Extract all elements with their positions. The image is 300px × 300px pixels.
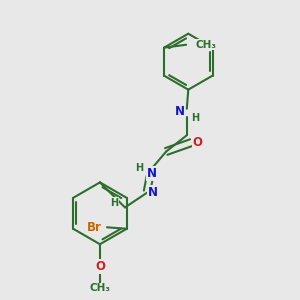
Text: N: N: [174, 105, 184, 118]
Text: H: H: [135, 163, 143, 173]
Text: H: H: [191, 113, 199, 124]
Text: N: N: [146, 167, 157, 180]
Text: Br: Br: [87, 221, 102, 234]
Text: O: O: [95, 260, 105, 273]
Text: CH₃: CH₃: [89, 284, 110, 293]
Text: O: O: [193, 136, 203, 149]
Text: CH₃: CH₃: [196, 40, 217, 50]
Text: N: N: [148, 186, 158, 199]
Text: H: H: [110, 198, 118, 208]
